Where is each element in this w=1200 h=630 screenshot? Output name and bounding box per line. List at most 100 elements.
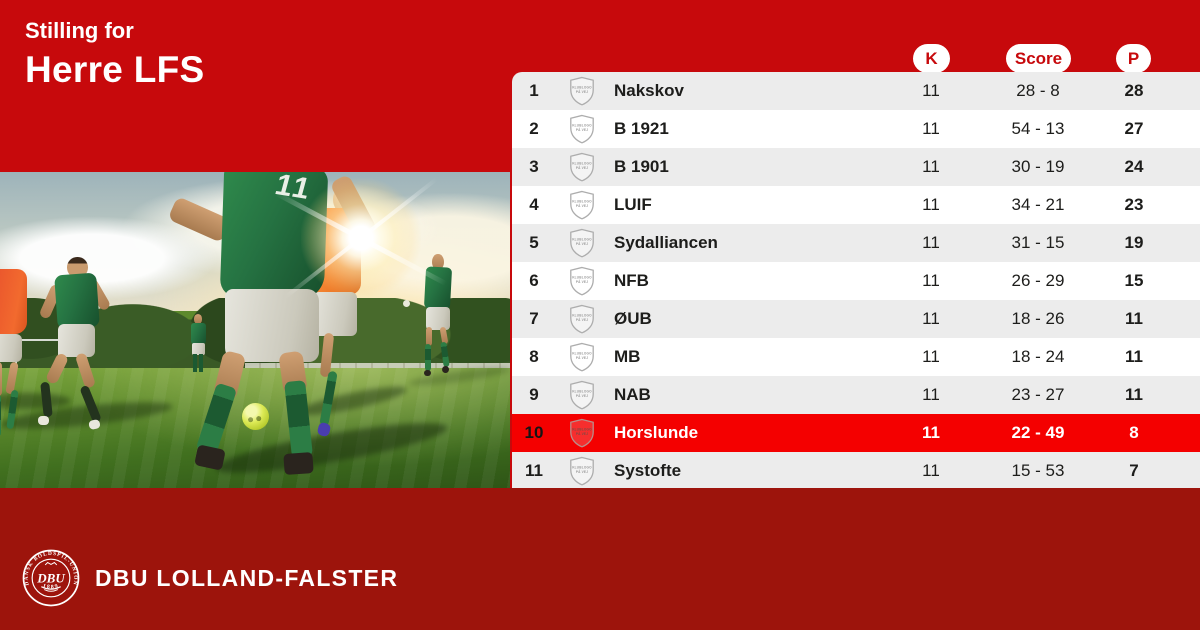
player-figure-main: 11 [167, 172, 378, 488]
table-row: 2 KLUBLOGO PÅ VEJ B 1921 11 54 - 13 27 [512, 110, 1200, 148]
player-figure-distant [186, 314, 212, 374]
club-logo-placeholder-icon: KLUBLOGO PÅ VEJ [556, 228, 608, 258]
match-photo: 11 [0, 172, 510, 488]
table-row: 11 KLUBLOGO PÅ VEJ Systofte 11 15 - 53 7 [512, 452, 1200, 490]
position-number: 11 [525, 461, 543, 480]
svg-text:PÅ VEJ: PÅ VEJ [576, 127, 588, 132]
points: 15 [1124, 271, 1144, 290]
table-row: 6 KLUBLOGO PÅ VEJ NFB 11 26 - 29 15 [512, 262, 1200, 300]
matches-played: 11 [922, 385, 940, 404]
club-logo-placeholder-icon: KLUBLOGO PÅ VEJ [556, 152, 608, 182]
table-row: 10 KLUBLOGO PÅ VEJ Horslunde 11 22 - 49 … [512, 414, 1200, 452]
svg-text:PÅ VEJ: PÅ VEJ [576, 89, 588, 94]
matches-played: 11 [922, 423, 940, 442]
position-number: 3 [529, 157, 539, 176]
svg-text:PÅ VEJ: PÅ VEJ [576, 279, 588, 284]
player-shadow [0, 393, 72, 409]
goal-score: 22 - 49 [1011, 423, 1065, 442]
brand-text: DBU LOLLAND-FALSTER [95, 565, 399, 591]
position-number: 10 [524, 423, 544, 442]
team-name: B 1921 [614, 119, 669, 138]
svg-text:PÅ VEJ: PÅ VEJ [576, 241, 588, 246]
goal-score: 18 - 24 [1011, 347, 1065, 366]
matches-played: 11 [922, 461, 940, 480]
column-badge-matches: K [913, 44, 950, 73]
svg-text:KLUBLOGO: KLUBLOGO [572, 162, 592, 166]
page-title: Herre LFS [25, 49, 205, 90]
footer-band [0, 488, 1200, 630]
club-logo-placeholder-icon: KLUBLOGO PÅ VEJ [556, 304, 608, 334]
team-name: MB [614, 347, 641, 366]
points: 7 [1129, 461, 1139, 480]
goal-score: 15 - 53 [1011, 461, 1065, 480]
svg-text:PÅ VEJ: PÅ VEJ [576, 203, 588, 208]
position-number: 6 [529, 271, 539, 290]
table-row: 3 KLUBLOGO PÅ VEJ B 1901 11 30 - 19 24 [512, 148, 1200, 186]
player-figure-right [413, 254, 464, 387]
team-name: Nakskov [614, 81, 684, 100]
football [242, 402, 270, 430]
team-name: NFB [614, 271, 649, 290]
svg-text:KLUBLOGO: KLUBLOGO [572, 352, 592, 356]
matches-played: 11 [922, 195, 940, 214]
svg-text:KLUBLOGO: KLUBLOGO [572, 200, 592, 204]
svg-text:KLUBLOGO: KLUBLOGO [572, 466, 592, 470]
svg-text:KLUBLOGO: KLUBLOGO [572, 238, 592, 242]
club-logo-placeholder-icon: KLUBLOGO PÅ VEJ [556, 342, 608, 372]
team-name: Systofte [614, 461, 682, 480]
svg-text:KLUBLOGO: KLUBLOGO [572, 428, 592, 432]
column-badge-score: Score [1006, 44, 1071, 73]
table-row: 4 KLUBLOGO PÅ VEJ LUIF 11 34 - 21 23 [512, 186, 1200, 224]
goal-score: 31 - 15 [1011, 233, 1065, 252]
team-name: Horslunde [614, 423, 699, 442]
matches-played: 11 [922, 309, 940, 328]
points: 27 [1124, 119, 1144, 138]
table-row: 5 KLUBLOGO PÅ VEJ Sydalliancen 11 31 - 1… [512, 224, 1200, 262]
table-row: 1 KLUBLOGO PÅ VEJ Nakskov 11 28 - 8 28 [512, 72, 1200, 110]
player-figure-far-left [0, 248, 41, 463]
svg-text:PÅ VEJ: PÅ VEJ [576, 165, 588, 170]
points: 24 [1124, 157, 1144, 176]
position-number: 7 [529, 309, 539, 328]
distant-football [402, 299, 410, 307]
club-logo-placeholder-icon: KLUBLOGO PÅ VEJ [556, 380, 608, 410]
photo-pitch-boards [244, 363, 510, 372]
svg-text:KLUBLOGO: KLUBLOGO [572, 124, 592, 128]
goal-score: 28 - 8 [1016, 81, 1060, 100]
svg-text:KLUBLOGO: KLUBLOGO [572, 276, 592, 280]
matches-played: 11 [922, 347, 940, 366]
team-name: LUIF [614, 195, 652, 214]
team-name: ØUB [614, 309, 652, 328]
points: 23 [1124, 195, 1144, 214]
position-number: 5 [529, 233, 539, 252]
goal-score: 54 - 13 [1011, 119, 1065, 138]
jersey-number: 11 [271, 172, 315, 206]
svg-text:PÅ VEJ: PÅ VEJ [576, 431, 588, 436]
table-row: 9 KLUBLOGO PÅ VEJ NAB 11 23 - 27 11 [512, 376, 1200, 414]
position-number: 9 [529, 385, 539, 404]
matches-played: 11 [922, 271, 940, 290]
svg-text:PÅ VEJ: PÅ VEJ [576, 469, 588, 474]
position-number: 2 [529, 119, 539, 138]
svg-text:PÅ VEJ: PÅ VEJ [576, 317, 588, 322]
matches-played: 11 [922, 233, 940, 252]
svg-text:1889: 1889 [42, 583, 60, 591]
points: 11 [1125, 385, 1143, 404]
position-number: 4 [529, 195, 539, 214]
matches-played: 11 [922, 119, 940, 138]
standings-table: 1 KLUBLOGO PÅ VEJ Nakskov 11 28 - 8 28 2… [512, 72, 1200, 528]
club-logo-placeholder-icon: KLUBLOGO PÅ VEJ [556, 114, 608, 144]
points: 11 [1125, 347, 1143, 366]
matches-played: 11 [922, 81, 940, 100]
goal-score: 18 - 26 [1011, 309, 1065, 328]
position-number: 8 [529, 347, 539, 366]
column-badge-points: P [1116, 44, 1151, 73]
svg-text:KLUBLOGO: KLUBLOGO [572, 314, 592, 318]
svg-text:KLUBLOGO: KLUBLOGO [572, 86, 592, 90]
goal-score: 23 - 27 [1011, 385, 1065, 404]
team-name: B 1901 [614, 157, 669, 176]
table-row: 8 KLUBLOGO PÅ VEJ MB 11 18 - 24 11 [512, 338, 1200, 376]
svg-text:DBU: DBU [36, 570, 65, 585]
svg-text:PÅ VEJ: PÅ VEJ [576, 355, 588, 360]
player-figure-runner [31, 257, 123, 466]
